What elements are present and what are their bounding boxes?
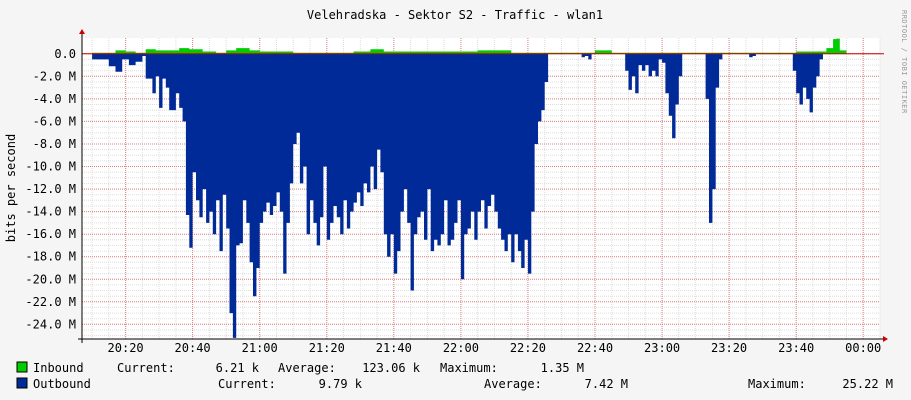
x-tick-label: 21:00 — [242, 341, 278, 355]
series-layer — [92, 38, 849, 338]
axes — [78, 29, 888, 343]
legend-swatch-inbound — [16, 361, 28, 373]
legend-swatch-outbound — [16, 377, 28, 389]
y-tick-label: -24.0 M — [25, 317, 76, 331]
y-tick-label: -8.0 M — [33, 137, 76, 151]
legend: Inbound Current: 6.21 k Average: 123.06 … — [16, 361, 893, 391]
x-tick-label: 22:40 — [577, 341, 613, 355]
y-tick-label: -16.0 M — [25, 227, 76, 241]
y-tick-label: -18.0 M — [25, 250, 76, 264]
x-tick-label: 20:40 — [175, 341, 211, 355]
y-tick-label: -6.0 M — [33, 114, 76, 128]
legend-outbound-average-value: 7.42 M — [585, 377, 628, 391]
y-tick-label: -20.0 M — [25, 272, 76, 286]
y-tick-label: -14.0 M — [25, 205, 76, 219]
y-tick-labels: 0.0 -2.0 M -4.0 M -6.0 M -8.0 M -10.0 M -12.0 … — [25, 47, 76, 331]
x-tick-label: 23:20 — [711, 341, 747, 355]
rrdtool-watermark: RRDTOOL / TOBI OETIKER — [900, 10, 908, 114]
y-tick-label: -22.0 M — [25, 295, 76, 309]
x-tick-label: 20:20 — [108, 341, 144, 355]
x-tick-label: 00:00 — [845, 341, 881, 355]
legend-outbound-current-value: 9.79 k — [319, 377, 363, 391]
y-tick-label: -4.0 M — [33, 92, 76, 106]
y-tick-label: -10.0 M — [25, 160, 76, 174]
x-tick-label: 22:00 — [443, 341, 479, 355]
x-tick-label: 22:20 — [510, 341, 546, 355]
y-tick-label: 0.0 — [54, 47, 76, 61]
legend-outbound-average-label: Average: — [484, 377, 542, 391]
legend-inbound-current-label: Current: — [117, 361, 175, 375]
legend-inbound-current-value: 6.21 k — [216, 361, 260, 375]
x-tick-label: 21:20 — [309, 341, 345, 355]
x-axis-arrow — [883, 336, 888, 342]
legend-inbound-average-value: 123.06 k — [362, 361, 421, 375]
x-tick-label: 23:00 — [644, 341, 680, 355]
y-axis-arrow — [79, 29, 85, 34]
legend-inbound-average-label: Average: — [278, 361, 336, 375]
x-tick-label: 23:40 — [778, 341, 814, 355]
y-tick-label: -12.0 M — [25, 182, 76, 196]
x-tick-label: 21:40 — [376, 341, 412, 355]
legend-outbound-name: Outbound — [33, 377, 91, 391]
legend-inbound-maximum-label: Maximum: — [440, 361, 498, 375]
series-inbound — [92, 38, 849, 54]
x-tick-labels: 20:20 20:40 21:00 21:20 21:40 22:00 22:20 22:40… — [108, 341, 882, 355]
legend-outbound-maximum-label: Maximum: — [748, 377, 806, 391]
y-tick-label: -2.0 M — [33, 69, 76, 83]
series-outbound — [92, 53, 849, 338]
legend-inbound-name: Inbound — [33, 361, 84, 375]
legend-outbound-maximum-value: 25.22 M — [842, 377, 893, 391]
chart-title: Velehradska - Sektor S2 - Traffic - wlan… — [307, 8, 603, 22]
legend-outbound-current-label: Current: — [218, 377, 276, 391]
legend-inbound-maximum-value: 1.35 M — [541, 361, 584, 375]
y-axis-label: bits per second — [4, 134, 18, 242]
